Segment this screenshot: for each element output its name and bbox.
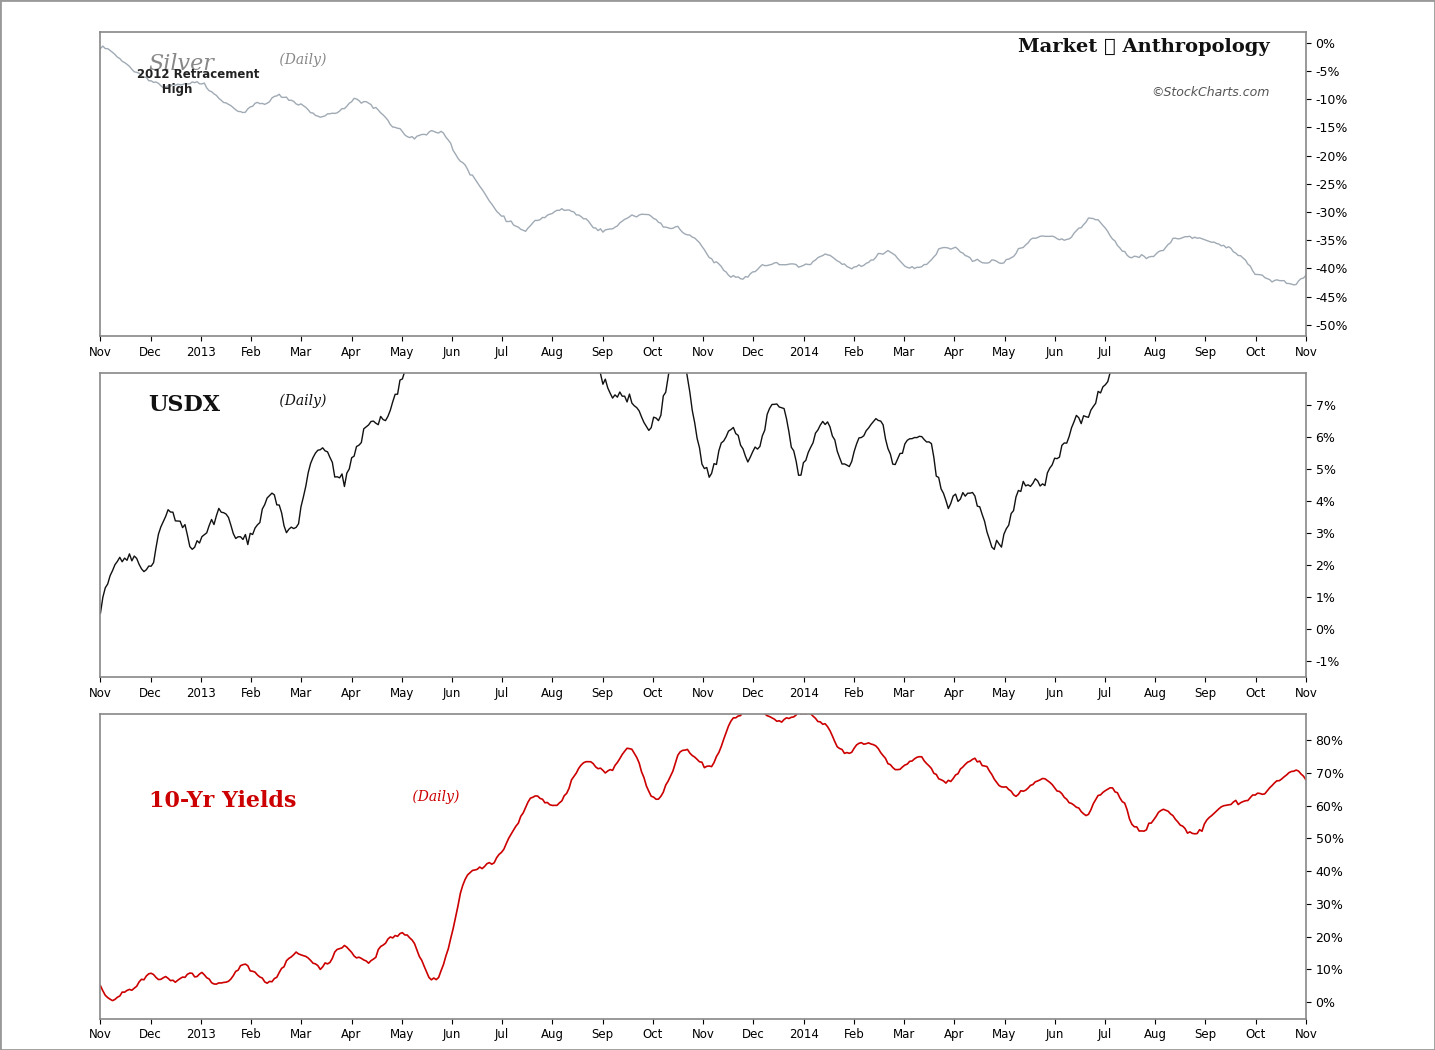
Text: 10-Yr Yields: 10-Yr Yields bbox=[149, 790, 296, 812]
Text: Silver: Silver bbox=[149, 52, 215, 75]
Text: ©StockCharts.com: ©StockCharts.com bbox=[1151, 86, 1270, 100]
Text: (Daily): (Daily) bbox=[276, 394, 327, 408]
Text: 2012 Retracement
      High: 2012 Retracement High bbox=[136, 68, 258, 96]
Text: (Daily): (Daily) bbox=[276, 52, 327, 67]
Text: (Daily): (Daily) bbox=[408, 790, 459, 804]
Text: USDX: USDX bbox=[149, 394, 221, 416]
Text: Market ❧ Anthropology: Market ❧ Anthropology bbox=[1017, 38, 1270, 56]
